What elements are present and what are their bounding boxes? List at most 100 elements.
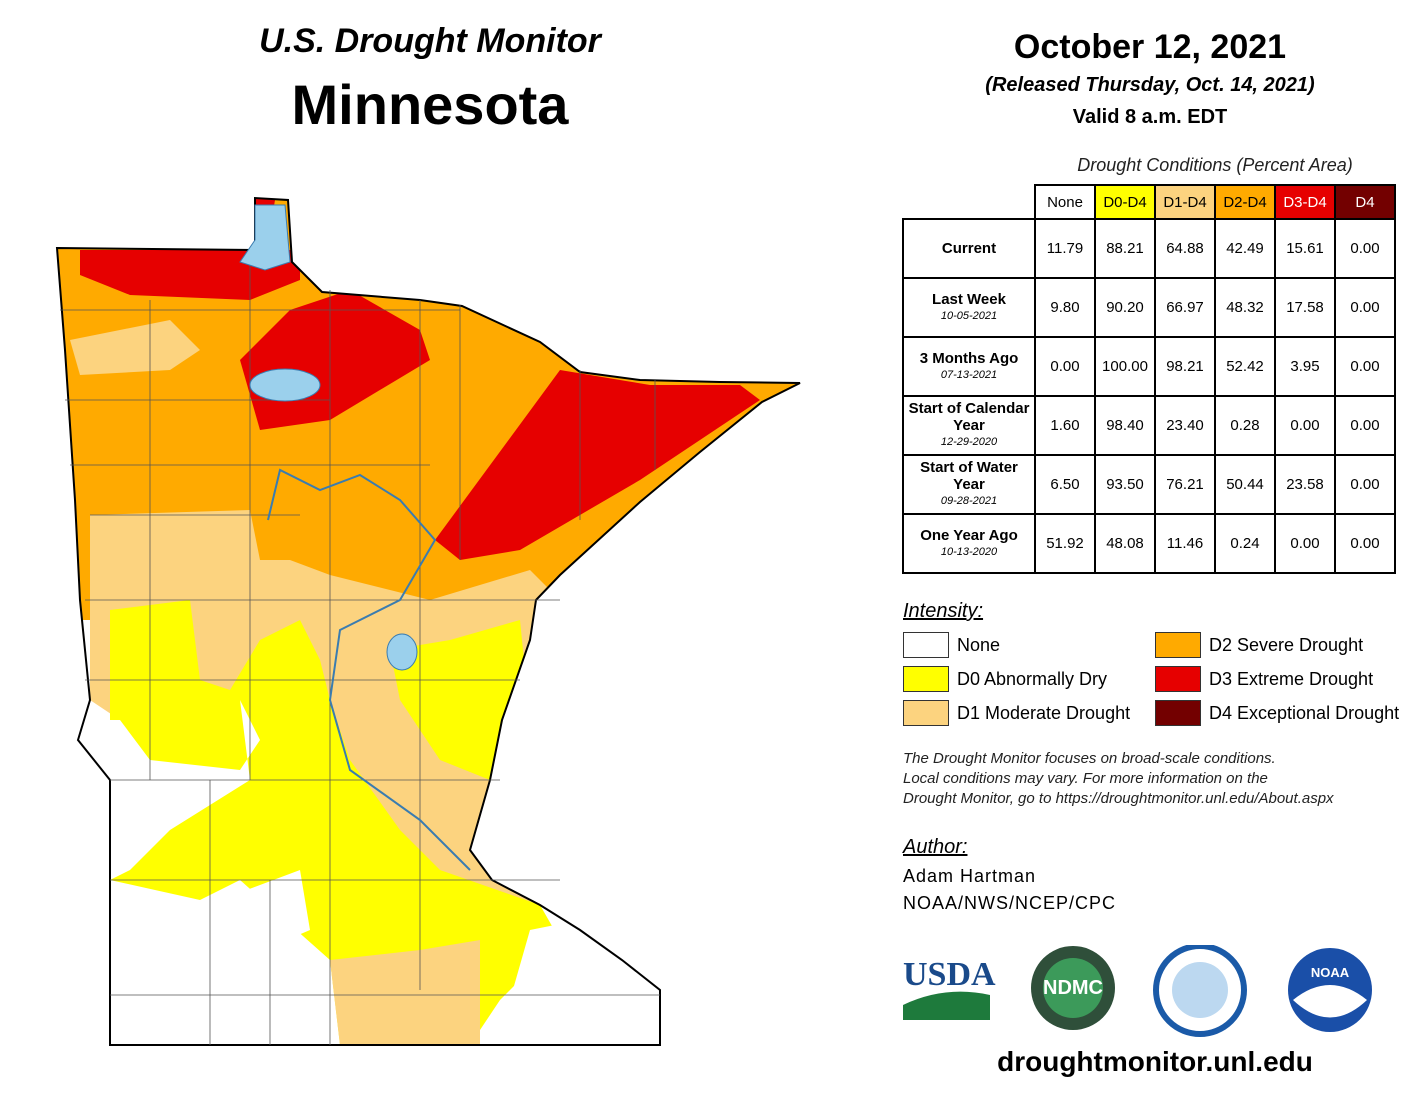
row-name: Start of Calendar Year: [908, 400, 1030, 434]
table-cell: 0.00: [1334, 277, 1396, 338]
table-row: Current 11.79 88.21 64.88 42.49 15.61 0.00: [902, 218, 1396, 279]
table-cell: 11.79: [1034, 218, 1096, 279]
note-line: Local conditions may vary. For more info…: [903, 770, 1268, 787]
noaa-logo: NOAA: [1311, 965, 1350, 980]
row-name: 3 Months Ago: [919, 349, 1019, 367]
legend-swatch: [903, 666, 949, 692]
legend-item: None: [903, 632, 1000, 658]
header-row: None D0-D4 D1-D4 D2-D4 D3-D4 D4: [903, 184, 1396, 220]
valid: Valid 8 a.m. EDT: [1072, 106, 1228, 128]
row-date: 09-28-2021: [940, 495, 998, 507]
lakes: [239, 204, 418, 671]
table-cell: 3.95: [1274, 336, 1336, 397]
usda-mark: [903, 991, 990, 1020]
table-row: Last Week 10-05-2021 9.80 90.20 66.97 48.32 17…: [902, 277, 1396, 338]
table-cell: 0.00: [1334, 336, 1396, 397]
table-cell: 48.32: [1214, 277, 1276, 338]
table-cell: 52.42: [1214, 336, 1276, 397]
row-date: 07-13-2021: [940, 368, 998, 381]
legend-swatch: [1155, 666, 1201, 692]
row-label: Start of Calendar Year 12-29-2020: [902, 395, 1036, 456]
row-date: 10-05-2021: [940, 309, 998, 322]
table-cell: 48.08: [1094, 513, 1156, 574]
row-name: Last Week: [932, 290, 1006, 308]
column-header: D4: [1334, 184, 1396, 220]
legend-swatch: [1155, 632, 1201, 658]
table-cell: 9.80: [1034, 277, 1096, 338]
table-cell: 98.21: [1154, 336, 1216, 397]
title: U.S. Drought Monitor: [259, 22, 601, 60]
author-name: Adam Hartman: [903, 866, 1037, 886]
table-row: Start of Water Year 09-28-2021 6.50 93.50 76…: [902, 454, 1396, 515]
legend-swatch: [1155, 700, 1201, 726]
blank-cell: [903, 185, 1035, 220]
legend-title: Intensity:: [903, 600, 984, 622]
row-label: Current: [902, 218, 1036, 279]
legend-label: D0 Abnormally Dry: [957, 668, 1108, 689]
row-label: Last Week 10-05-2021: [902, 277, 1036, 338]
table-cell: 0.00: [1334, 454, 1396, 515]
conditions-table: None D0-D4 D1-D4 D2-D4 D3-D4 D4 Current 11.79 88…: [902, 184, 1396, 574]
table-row: Start of Calendar Year 12-29-2020 1.60 98.4…: [902, 395, 1396, 456]
legend-label: D1 Moderate Drought: [957, 702, 1131, 723]
row-label: 3 Months Ago 07-13-2021: [902, 336, 1036, 397]
row-name: Start of Water Year: [920, 459, 1018, 493]
table-cell: 42.49: [1214, 218, 1276, 279]
legend-label: None: [957, 634, 1001, 655]
legend-item: D2 Severe Drought: [1155, 632, 1363, 658]
map: [56, 197, 801, 1046]
table-cell: 93.50: [1094, 454, 1156, 515]
table-cell: 100.00: [1094, 336, 1156, 397]
table-cell: 23.58: [1274, 454, 1336, 515]
legend-label: D3 Extreme Drought: [1209, 668, 1374, 689]
table-cell: 0.28: [1214, 395, 1276, 456]
row-date: 12-29-2020: [940, 436, 998, 448]
row-date: 10-13-2020: [940, 545, 998, 558]
legend-item: D3 Extreme Drought: [1155, 666, 1373, 692]
column-header: None: [1034, 184, 1096, 220]
column-header: D1-D4: [1154, 184, 1216, 220]
table-cell: 1.60: [1034, 395, 1096, 456]
table-cell: 0.00: [1034, 336, 1096, 397]
table-cell: 50.44: [1214, 454, 1276, 515]
county-lines: [60, 250, 660, 1045]
author-title: Author:: [903, 836, 968, 858]
row-label: One Year Ago 10-13-2020: [902, 513, 1036, 574]
legend-label: D4 Exceptional Drought: [1209, 702, 1400, 723]
released: (Released Thursday, Oct. 14, 2021): [985, 74, 1315, 96]
author-org: NOAA/NWS/NCEP/CPC: [903, 893, 1117, 913]
table-row: One Year Ago 10-13-2020 51.92 48.08 11.46 0.2…: [902, 513, 1396, 574]
note-line: Drought Monitor, go to https://droughtmo…: [903, 790, 1334, 807]
drought-areas: [57, 198, 800, 1045]
logos: USDA NDMC NOAA: [903, 945, 1372, 1037]
table-cell: 23.40: [1154, 395, 1216, 456]
column-header: D3-D4: [1274, 184, 1336, 220]
legend-item: D4 Exceptional Drought: [1155, 700, 1399, 726]
table-cell: 76.21: [1154, 454, 1216, 515]
table-cell: 66.97: [1154, 277, 1216, 338]
table-cell: 0.00: [1334, 513, 1396, 574]
table-cell: 11.46: [1154, 513, 1216, 574]
column-header: D0-D4: [1094, 184, 1156, 220]
table-cell: 0.00: [1334, 395, 1396, 456]
legend-label: D2 Severe Drought: [1209, 634, 1364, 655]
row-label: Start of Water Year 09-28-2021: [902, 454, 1036, 515]
row-name: Current: [941, 240, 997, 257]
date: October 12, 2021: [1013, 28, 1287, 66]
table-cell: 51.92: [1034, 513, 1096, 574]
footer-url: droughtmonitor.unl.edu: [997, 1046, 1313, 1077]
legend-swatch: [903, 700, 949, 726]
column-header: D2-D4: [1214, 184, 1276, 220]
table-row: 3 Months Ago 07-13-2021 0.00 100.00 98.21 52.…: [902, 336, 1396, 397]
table-cell: 64.88: [1154, 218, 1216, 279]
legend-item: D1 Moderate Drought: [903, 700, 1130, 726]
table-cell: 0.24: [1214, 513, 1276, 574]
row-name: One Year Ago: [920, 526, 1018, 544]
table-cell: 0.00: [1334, 218, 1396, 279]
table-cell: 88.21: [1094, 218, 1156, 279]
table-cell: 15.61: [1274, 218, 1336, 279]
table-cell: 0.00: [1274, 395, 1336, 456]
table-cell: 17.58: [1274, 277, 1336, 338]
table-cell: 0.00: [1274, 513, 1336, 574]
